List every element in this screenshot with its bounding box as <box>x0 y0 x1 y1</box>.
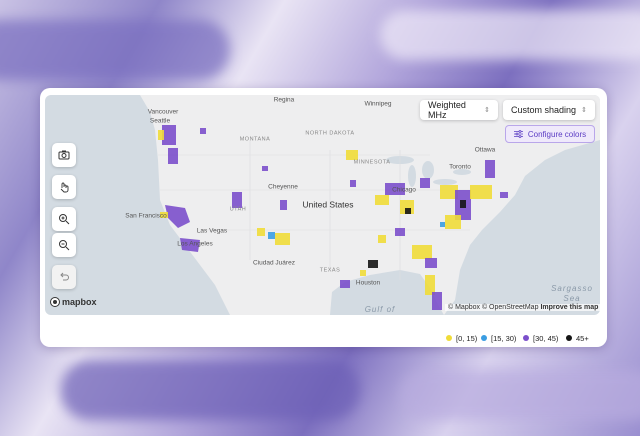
logo-text: mapbox <box>62 297 97 307</box>
region <box>375 195 389 205</box>
region <box>500 192 508 198</box>
legend-label: 45+ <box>576 333 589 343</box>
region <box>405 208 411 214</box>
map-label: Los Angeles <box>177 241 213 248</box>
metric-select[interactable]: Weighted MHz ⇕ <box>420 100 498 120</box>
map-label: Winnipeg <box>364 101 391 108</box>
paint-stroke <box>400 370 640 420</box>
legend-item: [30, 45) <box>523 332 558 344</box>
map-label: Toronto <box>449 164 471 171</box>
region <box>232 192 242 208</box>
region <box>440 222 445 227</box>
attribution-text[interactable]: © Mapbox © OpenStreetMap <box>448 304 539 311</box>
map-label: UTAH <box>230 206 247 212</box>
region <box>420 178 430 188</box>
paint-stroke <box>380 10 640 60</box>
region <box>160 212 168 218</box>
region <box>165 205 190 228</box>
map-label: United States <box>302 199 353 209</box>
region <box>257 228 265 236</box>
map-label: Gulf of <box>365 305 396 314</box>
region <box>168 148 178 164</box>
legend-label: [15, 30) <box>491 333 517 343</box>
great-lakes <box>386 156 471 187</box>
region <box>378 235 386 243</box>
map-label: MINNESOTA <box>354 159 391 165</box>
region <box>346 150 358 160</box>
legend-label: [0, 15) <box>456 333 478 343</box>
region <box>432 292 442 310</box>
map-label: NORTH DAKOTA <box>305 130 354 136</box>
region <box>162 125 176 145</box>
region <box>262 166 268 171</box>
zoom-in-button[interactable] <box>52 207 76 231</box>
map-label: TEXAS <box>320 267 341 273</box>
region <box>158 130 164 140</box>
region <box>425 275 435 295</box>
map-label: Ciudad Juárez <box>253 260 295 267</box>
region <box>412 245 432 259</box>
screenshot-button[interactable] <box>52 143 76 167</box>
legend-item: [15, 30) <box>481 332 516 344</box>
shading-select[interactable]: Custom shading ⇕ <box>503 100 595 120</box>
map-label: San Francisco <box>125 213 167 220</box>
metric-text: Weighted MHz <box>428 100 466 120</box>
region <box>368 260 378 268</box>
region <box>460 200 466 208</box>
map-label: Vancouver <box>148 109 179 116</box>
region <box>200 128 206 134</box>
legend-swatch <box>523 335 529 341</box>
region <box>445 215 461 229</box>
legend-swatch <box>481 335 487 341</box>
legend-item: 45+ <box>566 332 589 344</box>
region <box>440 185 458 199</box>
regions <box>158 125 508 310</box>
land <box>140 95 600 315</box>
region <box>180 238 200 252</box>
map-label: Ottawa <box>475 147 496 154</box>
map-label: Seattle <box>150 118 171 125</box>
map-label: Houston <box>356 280 381 287</box>
region <box>275 233 290 245</box>
configure-colors-button[interactable]: Configure colors <box>505 125 595 143</box>
region <box>485 160 495 178</box>
map-label: Las Vegas <box>197 228 228 235</box>
undo-button[interactable] <box>52 265 76 289</box>
region <box>470 185 492 199</box>
paint-stroke <box>0 20 230 80</box>
chevron: ⇕ <box>581 107 587 114</box>
improve-link[interactable]: Improve this map <box>540 304 599 311</box>
borders <box>158 140 470 280</box>
region <box>385 183 405 195</box>
legend-swatch <box>566 335 572 341</box>
region <box>425 258 437 268</box>
sliders-icon <box>513 130 523 138</box>
attribution: © Mapbox © OpenStreetMap Improve this ma… <box>445 304 602 311</box>
map-label: Chicago <box>392 187 416 194</box>
legend-label: [30, 45) <box>533 333 559 343</box>
region <box>340 280 350 288</box>
map-label: Sargasso <box>551 284 593 293</box>
map-label: MONTANA <box>240 136 271 142</box>
region <box>280 200 287 210</box>
region <box>395 228 405 236</box>
region <box>360 270 366 276</box>
chevron: ⇕ <box>484 107 490 114</box>
zoom-out-button[interactable] <box>52 233 76 257</box>
mapbox-logo[interactable]: mapbox <box>50 297 97 307</box>
map-label: Sea <box>563 294 580 303</box>
pan-button[interactable] <box>52 175 76 199</box>
map-label: Regina <box>274 97 295 104</box>
region <box>268 232 275 239</box>
configure-text: Configure colors <box>527 129 587 139</box>
region <box>350 180 356 187</box>
paint-stroke <box>60 360 360 420</box>
legend-item: [0, 15) <box>446 332 477 344</box>
legend-swatch <box>446 335 452 341</box>
map-label: Cheyenne <box>268 184 298 191</box>
shading-text: Custom shading <box>511 105 577 115</box>
